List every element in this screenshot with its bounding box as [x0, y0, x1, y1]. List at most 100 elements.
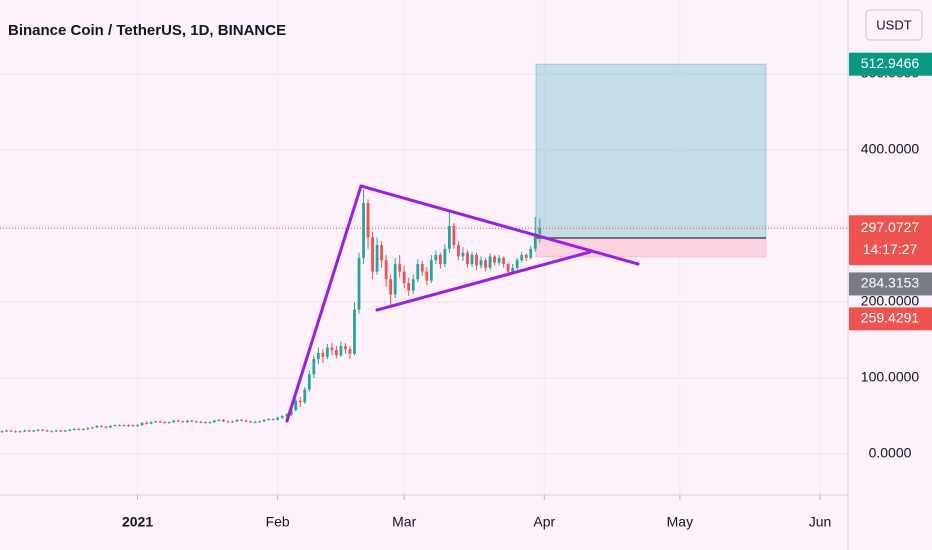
candle-body	[149, 422, 153, 424]
candle-body	[533, 233, 537, 249]
candle-body	[443, 248, 447, 265]
candle-body	[389, 279, 393, 295]
currency-label[interactable]: USDT	[876, 17, 911, 32]
candle-body	[253, 422, 257, 424]
candle-body	[199, 422, 203, 424]
candle-body	[5, 430, 8, 432]
candle-body	[109, 425, 112, 428]
candle-body	[402, 271, 406, 284]
candle-body	[27, 430, 31, 432]
candle-body	[371, 237, 374, 272]
candle-body	[127, 425, 130, 427]
candle-body	[384, 260, 388, 280]
candle-body	[438, 254, 442, 265]
candle-body	[167, 422, 171, 424]
trend-line	[359, 184, 640, 266]
candle-body	[484, 260, 487, 268]
candle-body	[420, 264, 424, 272]
candle-body	[100, 425, 103, 427]
candle-body	[172, 420, 176, 423]
candle-body	[90, 427, 94, 429]
price-labels: 512.9466 297.0727 14:17:27 284.3153 259.4291	[849, 52, 932, 331]
candle-body	[461, 252, 465, 257]
candle-body	[226, 421, 230, 423]
candle-body	[77, 428, 81, 430]
x-tick-label: May	[667, 514, 693, 530]
candle-body	[285, 414, 289, 417]
candle-body	[190, 420, 194, 422]
trend-line	[375, 250, 592, 312]
axes: 0.0000100.0000200.0000300.0000400.000050…	[122, 65, 919, 530]
candle-body	[131, 425, 135, 427]
candle-body	[86, 428, 90, 430]
candle-body	[493, 256, 496, 263]
candle-body	[447, 226, 451, 249]
x-tick-label: Feb	[266, 514, 290, 530]
candle-body	[529, 248, 533, 258]
candle-body	[457, 245, 460, 257]
candle-body	[312, 359, 316, 375]
candle-body	[113, 425, 117, 427]
y-tick-label: 0.0000	[869, 445, 912, 461]
candle-body	[452, 226, 456, 246]
candle-body	[344, 346, 347, 350]
candle-body	[240, 419, 243, 421]
candle-body	[249, 421, 252, 423]
last-price-box	[849, 215, 932, 266]
candle-body	[145, 422, 149, 424]
candle-body	[95, 425, 99, 428]
candle-body	[434, 254, 438, 261]
candle-body	[353, 309, 356, 354]
candle-body	[18, 431, 22, 433]
candle-body	[258, 421, 261, 423]
chart-title: Binance Coin / TetherUS, 1D, BINANCE	[8, 22, 286, 39]
candle-body	[294, 400, 298, 410]
trend-drawings	[285, 184, 640, 423]
candle-body	[32, 430, 36, 432]
candle-body	[407, 283, 411, 291]
candle-body	[298, 400, 302, 403]
candle-body	[330, 347, 334, 350]
candle-body	[72, 428, 76, 430]
candle-body	[63, 430, 67, 432]
candle-body	[203, 422, 207, 424]
candle-body	[520, 254, 524, 261]
candle-body	[217, 419, 221, 421]
candle-body	[136, 425, 139, 427]
entry-price-label-box	[849, 272, 932, 296]
candle-body	[9, 430, 13, 432]
entry-price-label: 284.3153	[861, 275, 920, 291]
candle-body	[36, 429, 40, 431]
candle-body	[81, 428, 85, 430]
last-price-label: 297.0727	[861, 219, 920, 235]
candle-body	[470, 254, 474, 265]
candle-body	[488, 256, 492, 268]
candle-body	[68, 429, 72, 431]
candle-body	[325, 347, 329, 357]
candle-body	[271, 419, 275, 421]
candle-body	[59, 430, 63, 432]
candle-body	[208, 422, 212, 424]
trend-line	[285, 184, 363, 423]
candle-body	[118, 425, 121, 427]
candle-body	[506, 264, 510, 272]
grid	[0, 73, 848, 455]
candle-body	[181, 421, 185, 423]
candle-body	[411, 279, 415, 291]
target-zone	[535, 63, 767, 239]
candle-body	[335, 349, 338, 356]
x-tick-label: Apr	[533, 514, 555, 530]
candle-body	[140, 422, 144, 426]
candle-body	[54, 430, 58, 432]
candle-body	[339, 346, 343, 356]
candle-body	[154, 421, 158, 423]
candle-body	[479, 260, 483, 266]
candle-body	[375, 245, 379, 272]
y-tick-label: 100.0000	[861, 369, 920, 385]
candle-body	[362, 203, 365, 258]
candle-body	[50, 431, 54, 433]
x-tick-label: Mar	[392, 514, 416, 530]
candle-body	[244, 420, 248, 422]
stop-price-label: 259.4291	[861, 310, 920, 326]
currency-button[interactable]	[865, 9, 923, 41]
